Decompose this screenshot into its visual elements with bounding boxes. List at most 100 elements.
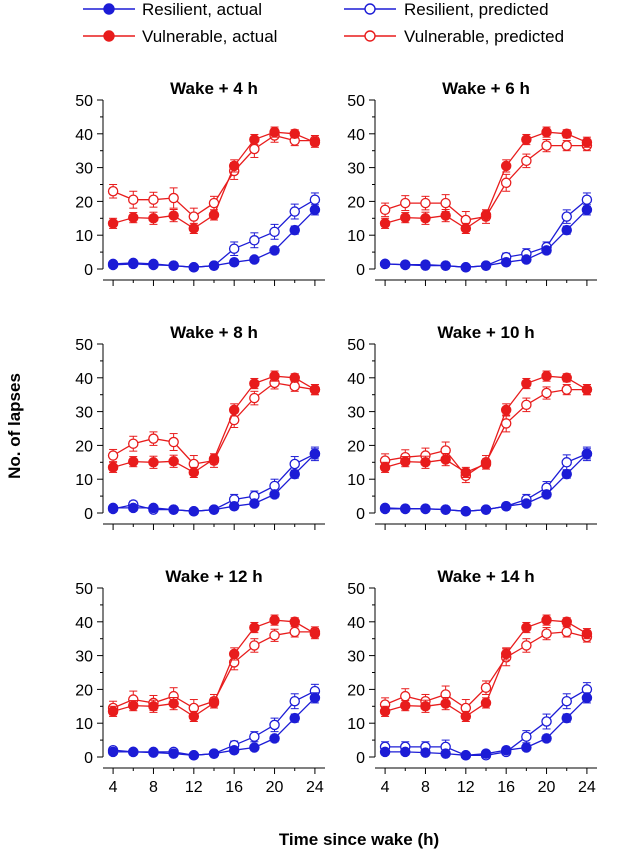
data-point	[289, 468, 300, 480]
data-point	[460, 467, 472, 478]
y-tick-label: 30	[75, 161, 93, 178]
data-point	[581, 194, 593, 205]
series-vulnerable-actual	[107, 370, 321, 479]
data-point	[460, 711, 472, 722]
data-point	[269, 226, 280, 238]
data-point	[541, 387, 552, 399]
data-point	[249, 498, 260, 509]
data-point	[440, 454, 451, 465]
data-point	[128, 212, 139, 223]
data-point	[400, 700, 411, 711]
data-point	[208, 697, 220, 709]
legend-marker	[103, 3, 115, 15]
data-point	[249, 640, 260, 651]
data-point	[460, 750, 472, 761]
data-point	[541, 245, 552, 256]
legend-marker	[364, 3, 376, 15]
y-tick-label: 40	[347, 371, 365, 388]
panel-6: Wake + 14 h 0 10 20 30 40 50 4 8 12 16 20 24	[347, 567, 597, 796]
data-point	[581, 628, 593, 639]
y-tick-label: 30	[347, 161, 365, 178]
data-point	[188, 262, 200, 273]
data-point	[379, 258, 391, 270]
data-point	[541, 614, 552, 626]
data-point	[289, 128, 300, 140]
series-resilient-actual	[107, 692, 321, 761]
data-point	[309, 384, 321, 395]
data-point	[107, 706, 119, 717]
data-point	[148, 194, 159, 205]
data-point	[581, 204, 593, 216]
data-point	[249, 378, 260, 389]
data-point	[400, 503, 411, 514]
panel-title: Wake + 12 h	[165, 567, 262, 586]
data-point	[561, 140, 572, 151]
data-point	[480, 504, 492, 515]
data-point	[500, 404, 512, 416]
data-point	[420, 259, 431, 270]
data-point	[249, 622, 260, 633]
x-tick-label: 16	[225, 779, 243, 796]
data-point	[168, 456, 179, 467]
y-tick-label: 0	[84, 506, 93, 523]
data-point	[400, 197, 411, 209]
data-point	[521, 399, 532, 411]
y-tick-label: 0	[356, 506, 365, 523]
x-tick-label: 8	[149, 779, 158, 796]
data-point	[561, 128, 572, 140]
y-tick-label: 10	[75, 716, 93, 733]
data-point	[148, 747, 159, 758]
panel-5: Wake + 12 h 0 10 20 30 40 50 4 8 12 16 20 24	[75, 567, 325, 796]
panel-title: Wake + 10 h	[437, 323, 534, 342]
panel-4: Wake + 10 h 0 10 20 30 40 50	[347, 323, 597, 530]
y-tick-label: 20	[75, 682, 93, 699]
data-point	[379, 462, 391, 473]
y-tick-label: 0	[356, 750, 365, 767]
data-point	[460, 262, 472, 273]
y-tick-label: 20	[347, 682, 365, 699]
series-vulnerable-actual	[107, 614, 321, 723]
series-line	[112, 382, 316, 465]
series-line	[384, 631, 588, 709]
legend-item-resilient-actual: Resilient, actual	[83, 0, 262, 19]
x-tick-label: 4	[381, 779, 390, 796]
y-tick-label: 20	[75, 194, 93, 211]
data-point	[541, 628, 552, 639]
data-point	[249, 143, 260, 155]
series-resilient-predicted	[379, 192, 593, 273]
data-point	[289, 616, 300, 628]
data-point	[148, 502, 159, 514]
data-point	[460, 506, 472, 517]
data-point	[289, 695, 300, 707]
data-point	[561, 457, 572, 468]
data-point	[480, 748, 492, 759]
data-point	[107, 450, 119, 461]
data-point	[128, 700, 139, 711]
data-point	[188, 467, 200, 478]
data-point	[249, 742, 260, 753]
y-tick-label: 30	[75, 405, 93, 422]
y-tick-label: 0	[356, 262, 365, 279]
data-point	[249, 392, 260, 404]
series-vulnerable-actual	[379, 126, 593, 235]
y-tick-label: 10	[347, 228, 365, 245]
data-point	[289, 206, 300, 217]
y-tick-label: 50	[347, 581, 365, 598]
data-point	[561, 616, 572, 628]
series-vulnerable-actual	[379, 370, 593, 479]
legend-label: Resilient, actual	[142, 0, 262, 19]
x-tick-label: 24	[578, 779, 596, 796]
data-point	[309, 194, 321, 205]
y-tick-label: 10	[75, 228, 93, 245]
data-point	[107, 258, 119, 270]
y-tick-label: 40	[347, 127, 365, 144]
data-point	[309, 692, 321, 704]
data-point	[148, 213, 159, 224]
data-point	[289, 626, 300, 638]
data-point	[107, 746, 119, 758]
data-point	[379, 502, 391, 514]
panel-2: Wake + 6 h 0 10 20 30 40 50	[347, 79, 597, 286]
data-point	[128, 438, 139, 449]
